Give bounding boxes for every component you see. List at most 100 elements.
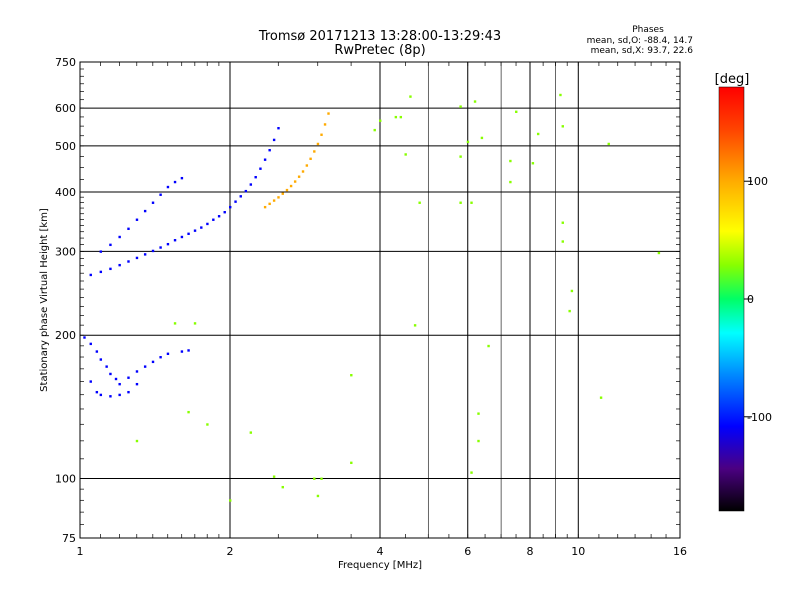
echo-point — [272, 475, 276, 478]
echo-point — [206, 423, 209, 426]
x-tick-label: 6 — [464, 545, 471, 558]
echo-point — [99, 270, 103, 274]
echo-points — [83, 93, 661, 502]
echo-point — [135, 439, 139, 443]
echo-point — [229, 499, 232, 502]
echo-point — [249, 183, 253, 186]
echo-point — [289, 184, 293, 188]
echo-point — [95, 390, 99, 394]
echo-point — [193, 322, 197, 325]
echo-point — [277, 196, 280, 199]
echo-point — [173, 180, 177, 184]
echo-point — [118, 382, 121, 386]
echo-point — [217, 215, 221, 218]
echo-point — [320, 477, 323, 480]
phases-o-line: mean, sd,O: -88.4, 14.7 — [587, 36, 693, 46]
echo-point — [509, 159, 512, 163]
echo-point — [657, 251, 661, 255]
echo-point — [118, 263, 121, 267]
echo-point — [487, 344, 490, 348]
y-axis-ticks: 75 100 200 300 400 500 600 750 — [55, 56, 680, 545]
echo-point — [466, 140, 470, 144]
echo-point — [399, 115, 403, 119]
echo-point — [127, 227, 130, 231]
echo-point — [83, 336, 86, 339]
echo-point — [268, 202, 271, 206]
x-tick-label: 1 — [77, 545, 84, 558]
echo-point — [180, 235, 184, 239]
echo-point — [89, 380, 92, 383]
echo-point — [277, 127, 280, 130]
echo-point — [470, 471, 473, 474]
echo-point — [127, 390, 130, 394]
echo-point — [143, 365, 147, 368]
echo-point — [239, 195, 242, 198]
echo-point — [413, 324, 417, 327]
y-tick-label: 400 — [55, 186, 76, 199]
x-tick-label: 10 — [571, 545, 585, 558]
echo-point — [180, 350, 184, 353]
echo-point — [394, 115, 398, 119]
echo-point — [281, 485, 284, 489]
colorbar-tick-label: 100 — [747, 175, 768, 188]
echo-point — [159, 193, 162, 196]
echo-point — [281, 192, 284, 195]
echo-point — [109, 267, 112, 271]
echo-point — [607, 142, 610, 146]
y-tick-label: 500 — [55, 140, 76, 153]
echo-point — [187, 349, 190, 352]
phases-x-line: mean, sd,X: 93.7, 22.6 — [591, 46, 694, 56]
echo-point — [477, 439, 480, 443]
echo-point — [470, 201, 473, 204]
echo-point — [509, 180, 512, 184]
echo-point — [159, 356, 162, 359]
phases-heading: Phases — [632, 25, 664, 35]
echo-point — [561, 240, 564, 243]
echo-point — [480, 136, 484, 140]
echo-point — [99, 358, 103, 361]
echo-point — [135, 256, 139, 260]
echo-point — [151, 201, 155, 204]
y-tick-label: 100 — [55, 473, 76, 486]
echo-point — [127, 260, 130, 263]
echo-point — [166, 242, 170, 246]
echo-point — [570, 289, 574, 293]
echo-point — [559, 93, 562, 97]
echo-point — [477, 412, 480, 415]
echo-point — [135, 382, 139, 386]
y-axis-label: Stationary phase Virtual Height [km] — [39, 208, 50, 392]
echo-point — [151, 249, 155, 253]
y-tick-label: 600 — [55, 102, 76, 115]
echo-point — [515, 110, 518, 114]
echo-point — [109, 372, 112, 376]
echo-point — [200, 226, 203, 229]
echo-point — [379, 119, 382, 122]
echo-point — [166, 185, 170, 189]
echo-point — [293, 180, 297, 183]
echo-point — [561, 125, 564, 128]
echo-point — [263, 205, 267, 209]
echo-point — [159, 246, 162, 249]
echo-point — [323, 123, 327, 126]
y-tick-label: 75 — [62, 532, 76, 545]
y-tick-label: 300 — [55, 245, 76, 258]
echo-point — [229, 205, 232, 209]
y-tick-label: 200 — [55, 329, 76, 342]
colorbar-ticks: 100 0 -100 — [744, 175, 772, 424]
echo-point — [223, 211, 226, 214]
echo-point — [350, 461, 353, 465]
echo-point — [301, 170, 305, 173]
x-axis-label: Frequency [MHz] — [338, 560, 422, 571]
echo-point — [313, 150, 316, 153]
echo-point — [536, 132, 540, 136]
echo-point — [561, 221, 564, 224]
echo-point — [320, 133, 323, 136]
echo-point — [109, 243, 112, 247]
chart-subtitle: RwPretec (8p) — [334, 43, 425, 58]
echo-point — [568, 309, 571, 313]
echo-point — [109, 395, 112, 398]
echo-point — [143, 253, 147, 256]
echo-point — [89, 273, 92, 277]
echo-point — [173, 322, 177, 325]
echo-point — [350, 374, 353, 377]
